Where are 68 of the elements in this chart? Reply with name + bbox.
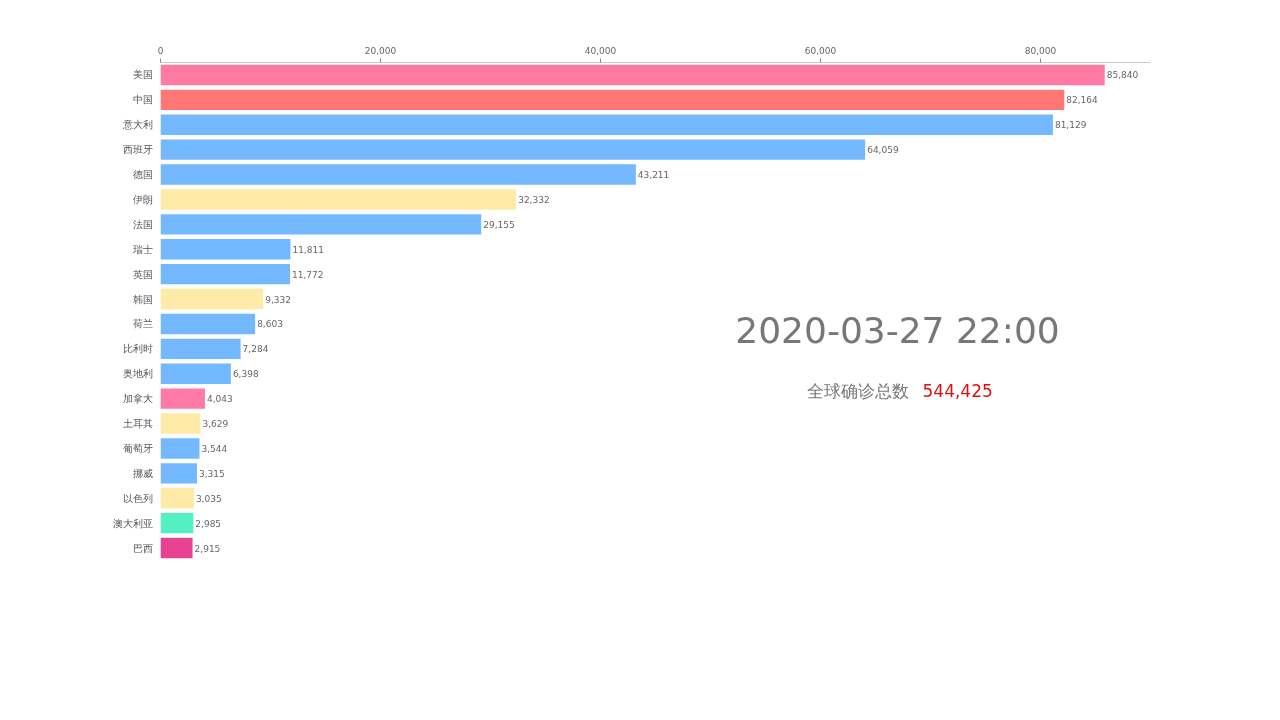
y-tick-label: 巴西 (132, 542, 153, 554)
y-tick-label: 韩国 (132, 293, 153, 305)
y-tick-label: 土耳其 (122, 418, 153, 430)
y-tick-label: 奥地利 (122, 368, 153, 380)
data-label: 81,129 (1054, 120, 1087, 131)
bar (160, 114, 1053, 135)
y-tick-label: 法国 (132, 218, 153, 230)
bar (160, 338, 241, 360)
data-label: 9,332 (265, 294, 291, 305)
bar (160, 488, 194, 509)
data-label: 3,315 (198, 468, 225, 479)
y-tick-label: 澳大利亚 (112, 517, 153, 529)
data-label: 32,332 (518, 194, 550, 205)
y-tick-label: 伊朗 (132, 193, 153, 205)
data-label: 3,035 (195, 493, 222, 504)
y-tick-label: 西班牙 (122, 144, 153, 156)
bar (160, 388, 205, 409)
bar (160, 263, 290, 285)
bar (160, 89, 1065, 111)
bar (160, 214, 482, 235)
x-tick-label: 20,000 (364, 45, 397, 56)
data-label: 2,915 (194, 543, 221, 554)
data-label: 11,772 (291, 269, 324, 280)
x-tick-label: 60,000 (804, 45, 837, 56)
y-tick-label: 英国 (132, 268, 153, 280)
y-tick-label: 挪威 (132, 467, 153, 479)
x-tick-label: 80,000 (1024, 45, 1057, 56)
data-label: 3,629 (202, 419, 229, 430)
data-label: 7,284 (242, 344, 269, 355)
y-tick-label: 瑞士 (132, 243, 153, 255)
y-tick-label: 葡萄牙 (122, 442, 153, 454)
x-tick-label: 40,000 (584, 45, 617, 56)
bar (160, 139, 866, 160)
bar (160, 313, 256, 335)
annotation: 2020-03-27 22:00 (735, 310, 1060, 351)
y-tick-label: 德国 (132, 169, 153, 181)
data-label: 4,043 (206, 394, 233, 405)
data-label: 11,811 (292, 244, 324, 255)
bar (160, 413, 201, 434)
y-tick-label: 美国 (132, 69, 153, 81)
data-label: 8,603 (257, 319, 283, 330)
y-tick-label: 比利时 (122, 343, 153, 355)
bar (160, 64, 1105, 86)
bar (160, 438, 200, 459)
bar (160, 537, 193, 559)
y-tick-label: 荷兰 (132, 318, 153, 330)
data-label: 2,985 (195, 518, 222, 529)
data-label: 64,059 (867, 145, 899, 156)
y-tick-label: 意大利 (121, 119, 153, 131)
data-label: 6,398 (232, 369, 259, 380)
data-label: 43,211 (637, 170, 670, 181)
bar (160, 512, 194, 534)
bar (160, 463, 197, 484)
y-tick-label: 加拿大 (122, 393, 153, 405)
x-tick-label: 0 (157, 45, 164, 56)
bar (160, 189, 517, 210)
y-tick-label: 中国 (132, 94, 153, 106)
bar (160, 288, 264, 310)
bar (160, 363, 231, 384)
data-label: 85,840 (1106, 70, 1139, 81)
annotation: 544,425 (922, 381, 993, 401)
y-tick-label: 以色列 (122, 492, 153, 504)
data-label: 3,544 (201, 443, 228, 454)
data-label: 82,164 (1066, 95, 1099, 106)
bar (160, 164, 636, 185)
data-label: 29,155 (483, 219, 515, 230)
bar (160, 239, 291, 260)
annotation: 全球确诊总数 (806, 380, 909, 401)
